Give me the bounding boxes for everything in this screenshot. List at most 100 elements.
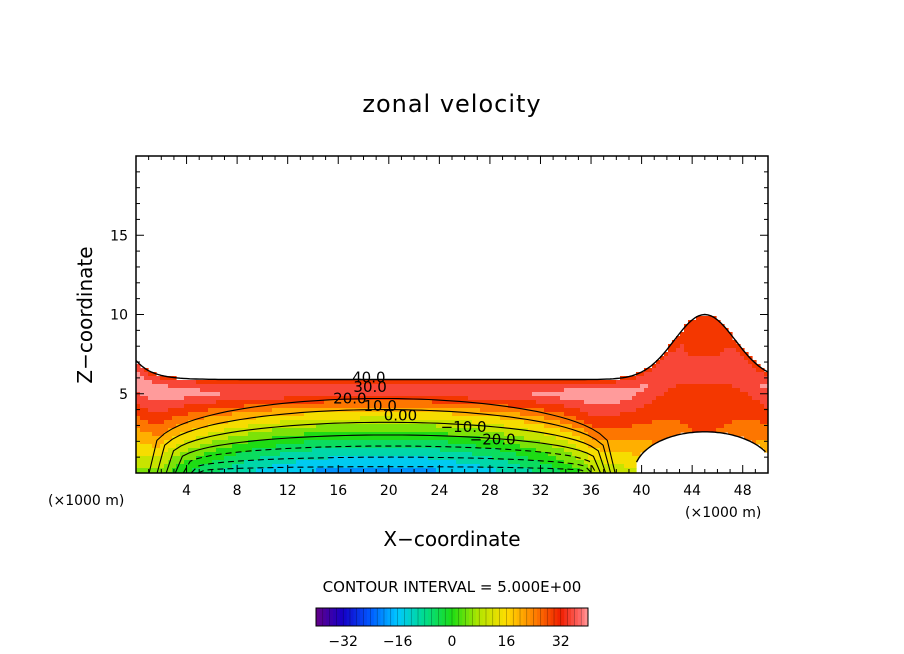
contour-cell xyxy=(440,428,445,433)
colorbar-swatch xyxy=(329,608,334,626)
contour-cell xyxy=(436,380,441,385)
contour-cell xyxy=(392,404,397,409)
contour-cell xyxy=(368,412,373,417)
contour-cell xyxy=(216,428,221,433)
contour-cell xyxy=(744,432,749,437)
contour-cell xyxy=(136,380,141,385)
contour-cell xyxy=(444,432,449,437)
contour-cell xyxy=(652,404,657,409)
contour-cell xyxy=(684,332,689,337)
contour-cell xyxy=(652,380,657,385)
contour-cell xyxy=(728,352,733,357)
contour-cell xyxy=(296,420,301,425)
contour-cell xyxy=(616,460,621,465)
contour-cell xyxy=(692,380,697,385)
contour-cell xyxy=(252,432,257,437)
contour-cell xyxy=(300,400,305,405)
contour-cell xyxy=(756,388,761,393)
contour-cell xyxy=(216,400,221,405)
contour-cell xyxy=(628,408,633,413)
contour-cell xyxy=(524,464,529,469)
colorbar-swatch xyxy=(438,608,443,626)
contour-cell xyxy=(564,428,569,433)
contour-cell xyxy=(624,400,629,405)
contour-cell xyxy=(444,380,449,385)
contour-cell xyxy=(456,448,461,453)
contour-cell xyxy=(196,420,201,425)
contour-cell xyxy=(500,380,505,385)
contour-cell xyxy=(760,440,765,445)
contour-cell xyxy=(760,368,765,373)
contour-cell xyxy=(736,376,741,381)
contour-cell xyxy=(256,444,261,449)
contour-cell xyxy=(288,440,293,445)
contour-cell xyxy=(552,380,557,385)
contour-cell xyxy=(700,388,705,393)
contour-cell xyxy=(476,436,481,441)
contour-cell xyxy=(252,444,257,449)
contour-cell xyxy=(736,428,741,433)
contour-cell xyxy=(656,396,661,401)
contour-cell xyxy=(452,400,457,405)
contour-cell xyxy=(576,408,581,413)
contour-cell xyxy=(732,380,737,385)
contour-cell xyxy=(716,336,721,341)
contour-cell xyxy=(408,416,413,421)
contour-cell xyxy=(148,432,153,437)
contour-cell xyxy=(268,428,273,433)
contour-cell xyxy=(532,392,537,397)
contour-cell xyxy=(708,412,713,417)
contour-cell xyxy=(740,388,745,393)
contour-cell xyxy=(748,404,753,409)
contour-cell xyxy=(308,428,313,433)
contour-cell xyxy=(724,388,729,393)
contour-cell xyxy=(140,396,145,401)
contour-cell xyxy=(668,360,673,365)
contour-cell xyxy=(312,432,317,437)
contour-cell xyxy=(720,360,725,365)
contour-cell xyxy=(208,436,213,441)
contour-cell xyxy=(244,400,249,405)
contour-cell xyxy=(228,400,233,405)
contour-cell xyxy=(528,416,533,421)
contour-cell xyxy=(364,448,369,453)
contour-cell xyxy=(552,460,557,465)
contour-cell xyxy=(144,372,149,377)
contour-cell xyxy=(552,408,557,413)
contour-cell xyxy=(716,340,721,345)
contour-cell xyxy=(292,424,297,429)
contour-cell xyxy=(388,432,393,437)
contour-cell xyxy=(700,420,705,425)
contour-cell xyxy=(444,436,449,441)
contour-cell xyxy=(700,380,705,385)
contour-cell xyxy=(636,412,641,417)
mountain-contour xyxy=(635,431,766,463)
contour-cell xyxy=(468,464,473,469)
contour-cell xyxy=(496,444,501,449)
contour-cell xyxy=(516,464,521,469)
contour-cell xyxy=(256,436,261,441)
contour-cell xyxy=(548,428,553,433)
contour-cell xyxy=(372,412,377,417)
contour-cell xyxy=(188,420,193,425)
contour-cell xyxy=(236,428,241,433)
contour-cell xyxy=(248,380,253,385)
contour-cell xyxy=(516,408,521,413)
contour-cell xyxy=(544,412,549,417)
contour-cell xyxy=(756,380,761,385)
contour-cell xyxy=(416,424,421,429)
contour-cell xyxy=(732,392,737,397)
contour-cell xyxy=(408,392,413,397)
contour-cell xyxy=(248,468,253,473)
contour-cell xyxy=(140,420,145,425)
contour-cell xyxy=(736,412,741,417)
contour-cell xyxy=(732,388,737,393)
contour-cell xyxy=(148,452,153,457)
contour-cell xyxy=(712,388,717,393)
contour-cell xyxy=(312,412,317,417)
contour-cell xyxy=(224,452,229,457)
contour-cell xyxy=(664,384,669,389)
contour-cell xyxy=(324,468,329,473)
contour-cell xyxy=(192,464,197,469)
